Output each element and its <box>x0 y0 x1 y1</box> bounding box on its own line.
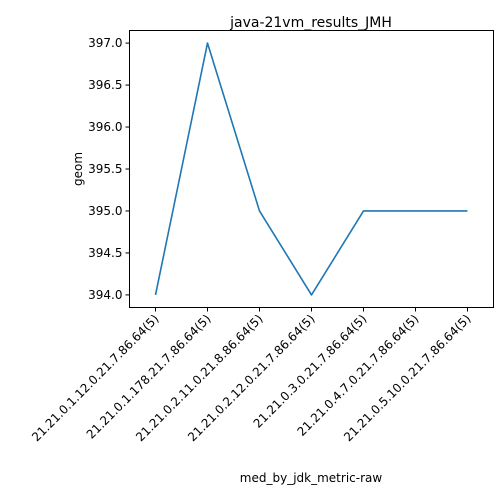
series-line-0 <box>154 42 468 296</box>
series-lines <box>154 42 468 296</box>
plot-frame <box>129 30 494 308</box>
y-tick-label: 394.0 <box>88 288 122 302</box>
chart-title: java-21vm_results_JMH <box>229 15 392 31</box>
y-axis: 394.0 394.5 395.0 395.5 396.0 396.5 397.0 <box>88 36 130 302</box>
y-tick-label: 395.0 <box>88 204 122 218</box>
y-tick-label: 397.0 <box>88 36 122 50</box>
plot-area <box>129 30 494 308</box>
x-axis-label: med_by_jdk_metric-raw <box>240 471 383 485</box>
y-axis-label: geom <box>71 152 85 186</box>
y-tick-label: 394.5 <box>88 246 122 260</box>
x-axis: 21.21.0.1.12.0.21.7.86.64(5)21.21.0.1.17… <box>29 307 474 444</box>
y-tick-label: 396.0 <box>88 120 122 134</box>
y-tick-label: 395.5 <box>88 162 122 176</box>
y-tick-label: 396.5 <box>88 78 122 92</box>
